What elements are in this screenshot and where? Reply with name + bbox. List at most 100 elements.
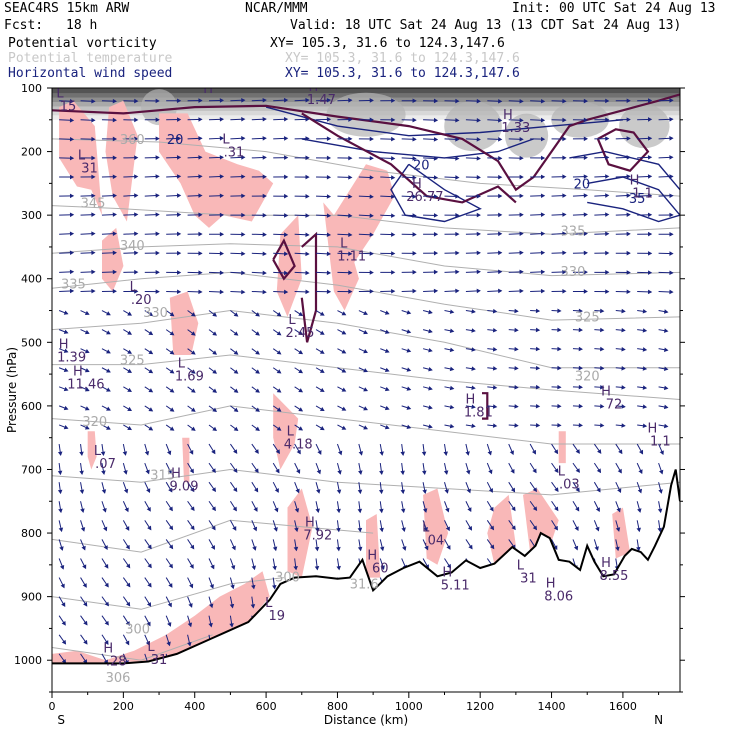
- wind-arrow-head: [626, 231, 631, 237]
- wind-arrow-head: [540, 98, 546, 104]
- wind-arrow-head: [428, 309, 433, 315]
- wind-arrow-head: [466, 488, 471, 494]
- wind-arrow-head: [573, 545, 579, 551]
- wind-arrow-head: [169, 369, 175, 374]
- wind-arrow-head: [583, 193, 588, 198]
- wind-arrow-head: [319, 406, 325, 412]
- wind-arrow-head: [605, 270, 610, 275]
- y-tick-label: 400: [21, 273, 42, 286]
- wind-arrow-head: [69, 288, 75, 294]
- wind-arrow-head: [84, 406, 90, 411]
- pv-contour-line: [482, 392, 489, 420]
- wind-arrow-head: [391, 175, 396, 180]
- extremum-letter: H: [647, 421, 657, 436]
- wind-arrow-head: [253, 507, 258, 512]
- wind-arrow-head: [315, 508, 320, 514]
- wind-arrow-head: [600, 423, 605, 428]
- wind-arrow-head: [63, 348, 69, 353]
- wind-arrow-head: [296, 449, 301, 455]
- wind-arrow-head: [146, 488, 151, 494]
- wind-arrow-head: [284, 193, 289, 199]
- wind-arrow-head: [455, 194, 460, 199]
- wind-arrow-head: [514, 346, 519, 352]
- wind-arrow-head: [262, 193, 267, 199]
- wind-arrow-head: [198, 174, 203, 179]
- wind-arrow-head: [557, 308, 562, 314]
- wind-arrow-head: [455, 231, 460, 237]
- wind-arrow-head: [103, 545, 108, 551]
- wind-arrow-head: [305, 155, 310, 161]
- wind-arrow-head: [112, 117, 117, 123]
- wind-arrow-head: [449, 328, 455, 333]
- wind-arrow-head: [363, 329, 368, 335]
- wind-arrow-head: [348, 232, 353, 238]
- wind-arrow-head: [663, 366, 669, 372]
- wind-arrow-head: [262, 155, 267, 160]
- wind-arrow-head: [455, 250, 460, 256]
- wind-arrow-head: [166, 641, 171, 647]
- wind-arrow-head: [219, 212, 225, 218]
- wind-arrow-head: [400, 451, 405, 456]
- wind-arrow-head: [466, 469, 471, 475]
- wind-arrow-head: [276, 369, 282, 374]
- wind-arrow-head: [626, 193, 631, 198]
- wind-arrow-head: [126, 582, 131, 588]
- extremum-letter: L: [78, 149, 86, 164]
- extremum-letter: H: [601, 556, 611, 571]
- wind-arrow-head: [275, 468, 280, 474]
- extremum-value: 1.1: [632, 186, 653, 201]
- wind-arrow-head: [262, 251, 267, 257]
- wind-arrow-head: [124, 507, 129, 513]
- wind-arrow-head: [348, 270, 353, 275]
- wind-arrow-head: [626, 98, 631, 104]
- wind-arrow-head: [155, 98, 160, 104]
- wind-arrow-head: [562, 193, 567, 198]
- wind-arrow-head: [61, 620, 66, 626]
- wind-arrow-head: [540, 117, 546, 123]
- wind-arrow-head: [169, 407, 175, 412]
- wind-arrow-head: [104, 582, 109, 588]
- wind-arrow-head: [123, 470, 128, 475]
- wind-arrow-head: [446, 563, 452, 569]
- wind-arrow-head: [319, 426, 325, 431]
- theta-line: [52, 271, 680, 321]
- wind-arrow-head: [229, 623, 234, 628]
- wind-arrow-head: [519, 288, 524, 294]
- wind-arrow-head: [532, 468, 537, 474]
- wind-arrow-head: [241, 193, 246, 199]
- wind-arrow-head: [155, 231, 160, 237]
- wind-arrow-head: [146, 621, 151, 627]
- wind-arrow-head: [326, 117, 332, 122]
- wind-arrow-head: [155, 212, 160, 217]
- wind-arrow-head: [406, 405, 412, 410]
- wind-arrow-head: [663, 423, 669, 429]
- wind-arrow-head: [262, 174, 267, 180]
- wind-arrow-head: [471, 328, 476, 333]
- wind-arrow-head: [412, 213, 417, 218]
- pv-fill: [276, 215, 302, 317]
- plot-frame: [51, 87, 681, 693]
- theta-line: [52, 468, 680, 496]
- wind-arrow-head: [112, 231, 117, 236]
- theta-line: [52, 138, 680, 197]
- wind-arrow-head: [252, 526, 258, 532]
- wind-arrow-head: [254, 468, 259, 474]
- wind-arrow-head: [283, 289, 289, 295]
- wind-arrow-head: [233, 331, 239, 336]
- wind-arrow-head: [210, 564, 215, 570]
- wind-arrow-head: [488, 488, 493, 493]
- wind-arrow-head: [540, 250, 546, 256]
- wind-arrow-head: [455, 175, 460, 180]
- wind-arrow-head: [562, 117, 567, 123]
- wind-arrow-head: [400, 470, 405, 476]
- wind-arrow-head: [233, 449, 238, 454]
- wind-arrow-head: [341, 425, 347, 430]
- wind-arrow-head: [379, 546, 385, 552]
- wind-arrow-head: [492, 366, 498, 371]
- wind-arrow-head: [276, 388, 282, 393]
- wind-arrow-head: [487, 450, 492, 456]
- wind-arrow-head: [283, 136, 289, 141]
- extremum-letter: H: [59, 337, 69, 352]
- theta-label: 320: [82, 415, 107, 430]
- wind-arrow-head: [557, 403, 562, 409]
